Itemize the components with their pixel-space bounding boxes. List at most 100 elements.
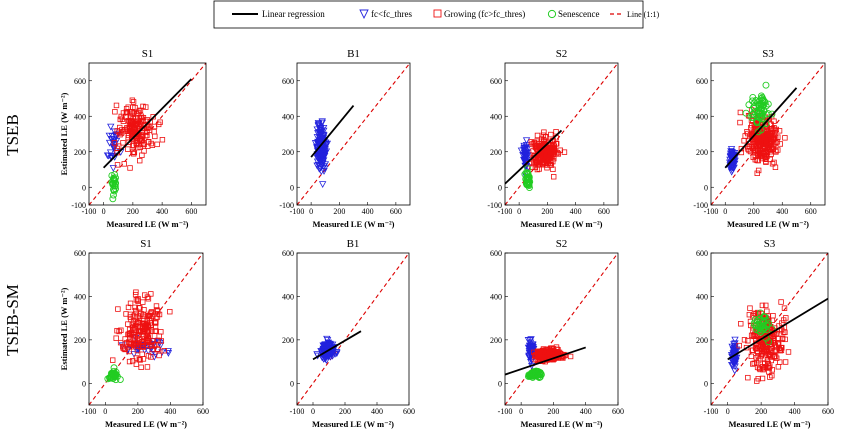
data-point-growing bbox=[110, 357, 116, 363]
data-point-growing bbox=[151, 128, 157, 135]
data-point-growing bbox=[772, 353, 779, 360]
data-point-growing bbox=[125, 117, 132, 124]
data-point-senescence bbox=[748, 97, 756, 105]
data-point-growing bbox=[137, 157, 143, 164]
data-point-low-fc bbox=[319, 151, 327, 158]
data-point-senescence bbox=[112, 185, 120, 193]
data-point-growing bbox=[744, 129, 750, 135]
data-point-senescence bbox=[522, 169, 530, 176]
data-point-growing bbox=[152, 133, 158, 140]
data-point-growing bbox=[773, 126, 780, 133]
y-tick-label: 0 bbox=[498, 379, 502, 388]
data-point-low-fc bbox=[323, 337, 332, 344]
data-point-growing bbox=[145, 324, 152, 330]
data-point-low-fc bbox=[105, 132, 113, 140]
data-point-senescence bbox=[532, 372, 540, 380]
data-point-growing bbox=[159, 137, 166, 143]
data-point-growing bbox=[763, 154, 769, 160]
x-axis-label: Measured LE (W m⁻²) bbox=[312, 219, 394, 229]
data-point-low-fc bbox=[727, 146, 736, 153]
data-point-growing bbox=[543, 162, 550, 168]
data-point-growing bbox=[529, 164, 535, 171]
x-tick-label: 200 bbox=[755, 407, 767, 416]
data-point-growing bbox=[561, 149, 568, 155]
x-axis-label: Measured LE (W m⁻²) bbox=[106, 219, 188, 229]
data-point-growing bbox=[551, 155, 557, 162]
data-point-senescence bbox=[112, 174, 119, 182]
data-point-growing bbox=[154, 307, 160, 313]
data-point-growing bbox=[147, 118, 153, 125]
data-point-growing bbox=[757, 366, 763, 373]
data-point-low-fc bbox=[328, 352, 337, 360]
data-point-growing bbox=[754, 170, 760, 176]
data-point-growing bbox=[122, 336, 128, 342]
data-point-growing bbox=[139, 351, 145, 357]
data-point-growing bbox=[534, 159, 540, 166]
legend-growing-marker bbox=[433, 9, 442, 18]
data-point-growing bbox=[776, 128, 783, 134]
plot-frame bbox=[88, 62, 207, 206]
y-tick-label: 400 bbox=[282, 292, 294, 301]
data-point-low-fc bbox=[103, 152, 112, 160]
y-tick-label: -100 bbox=[487, 201, 502, 210]
x-tick-label: -100 bbox=[82, 207, 97, 216]
data-point-low-fc bbox=[730, 150, 739, 157]
data-point-growing bbox=[140, 299, 146, 305]
data-point-low-fc bbox=[322, 142, 330, 150]
data-point-low-fc bbox=[525, 342, 534, 350]
x-tick-label: 600 bbox=[185, 207, 197, 216]
data-point-growing bbox=[762, 156, 769, 162]
data-point-growing bbox=[139, 339, 145, 345]
data-point-low-fc bbox=[130, 350, 138, 358]
x-tick-label: 200 bbox=[333, 207, 345, 216]
data-point-growing bbox=[154, 141, 160, 148]
panel-title: B1 bbox=[347, 48, 360, 60]
data-point-growing bbox=[538, 138, 544, 144]
data-point-growing bbox=[127, 165, 133, 171]
data-point-growing bbox=[746, 144, 753, 150]
data-point-growing bbox=[133, 297, 140, 303]
y-tick-label: 600 bbox=[490, 249, 502, 258]
legend: Linear regression fc<fc_thres Growing (f… bbox=[213, 0, 660, 29]
data-point-growing bbox=[778, 299, 784, 305]
data-point-low-fc bbox=[319, 342, 328, 350]
data-point-low-fc bbox=[319, 139, 327, 146]
data-point-growing bbox=[772, 140, 779, 146]
data-point-low-fc bbox=[107, 153, 116, 160]
panel-title: S1 bbox=[140, 238, 152, 250]
data-point-low-fc bbox=[731, 336, 739, 344]
data-point-low-fc bbox=[527, 343, 535, 351]
x-tick-label: 400 bbox=[570, 207, 582, 216]
data-point-growing bbox=[119, 116, 126, 122]
data-point-growing bbox=[766, 351, 772, 357]
data-point-growing bbox=[126, 358, 133, 365]
data-point-senescence bbox=[110, 186, 118, 194]
data-point-growing bbox=[126, 348, 132, 355]
data-point-growing bbox=[145, 296, 152, 302]
data-point-growing bbox=[783, 315, 789, 321]
data-point-growing bbox=[781, 305, 788, 311]
data-point-growing bbox=[780, 329, 787, 335]
data-point-growing bbox=[551, 174, 557, 180]
data-point-growing bbox=[126, 341, 132, 347]
data-point-growing bbox=[746, 147, 752, 154]
data-point-growing bbox=[778, 347, 785, 354]
data-point-growing bbox=[155, 337, 161, 344]
data-point-growing bbox=[534, 166, 541, 173]
data-point-senescence bbox=[768, 110, 776, 118]
plot-area bbox=[297, 63, 410, 205]
data-point-growing bbox=[150, 114, 156, 120]
data-point-growing bbox=[125, 146, 131, 152]
data-point-senescence bbox=[110, 178, 118, 186]
x-tick-label: 600 bbox=[403, 407, 415, 416]
data-point-growing bbox=[111, 140, 118, 146]
data-point-growing bbox=[779, 327, 785, 334]
data-point-growing bbox=[752, 156, 758, 163]
y-tick-label: 0 bbox=[290, 379, 294, 388]
data-point-growing bbox=[759, 375, 766, 382]
data-point-growing bbox=[133, 321, 140, 327]
data-point-growing bbox=[555, 151, 561, 157]
y-tick-label: 400 bbox=[282, 112, 294, 121]
data-point-senescence bbox=[752, 97, 760, 104]
plot-frame bbox=[710, 252, 829, 406]
